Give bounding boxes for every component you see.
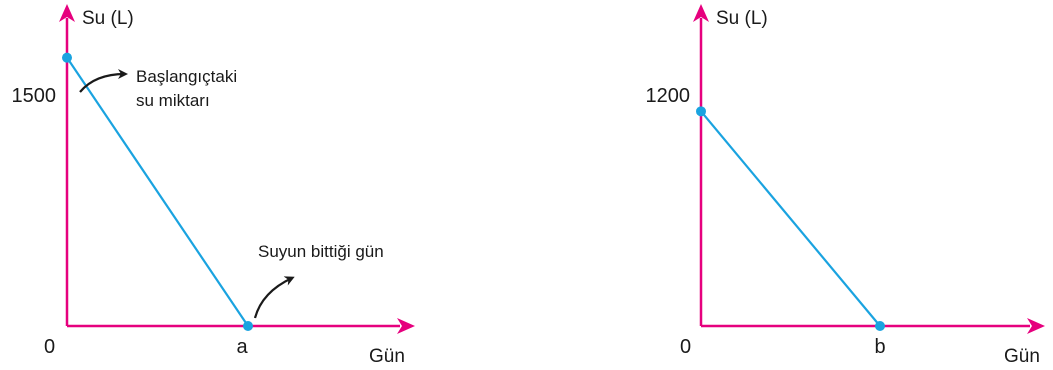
x-tick-label: a	[236, 336, 248, 358]
annotation-arrow-end	[253, 276, 295, 319]
y-tick-label: 1200	[646, 85, 691, 107]
series-line	[700, 110, 881, 327]
annotation-arrow-start	[79, 69, 128, 93]
chart-right: Su (L) Gün 0 1200 b	[646, 4, 1045, 367]
end-point	[875, 321, 885, 331]
x-axis-arrowhead	[397, 318, 415, 334]
start-point	[696, 106, 706, 117]
x-axis-label: Gün	[369, 346, 405, 367]
y-tick-label: 1500	[12, 85, 57, 107]
start-point	[62, 52, 72, 63]
x-axis-arrowhead	[1027, 318, 1045, 334]
x-axis-label: Gün	[1004, 346, 1040, 367]
annotation-start-line-2: su miktarı	[136, 91, 210, 110]
series-line	[66, 57, 249, 327]
x-tick-label: b	[874, 336, 885, 358]
chart-left: Su (L) Gün 0 1500 a Başlangıçtaki su mik…	[12, 4, 415, 367]
origin-label: 0	[44, 336, 55, 358]
y-axis-label: Su (L)	[82, 8, 134, 29]
y-axis-arrowhead	[59, 4, 75, 22]
annotation-end-line-1: Suyun bittiği gün	[258, 242, 384, 261]
end-point	[243, 321, 253, 331]
y-axis-label: Su (L)	[716, 8, 768, 29]
y-axis-arrowhead	[693, 4, 709, 22]
annotation-start-line-1: Başlangıçtaki	[136, 67, 237, 86]
origin-label: 0	[680, 336, 691, 358]
